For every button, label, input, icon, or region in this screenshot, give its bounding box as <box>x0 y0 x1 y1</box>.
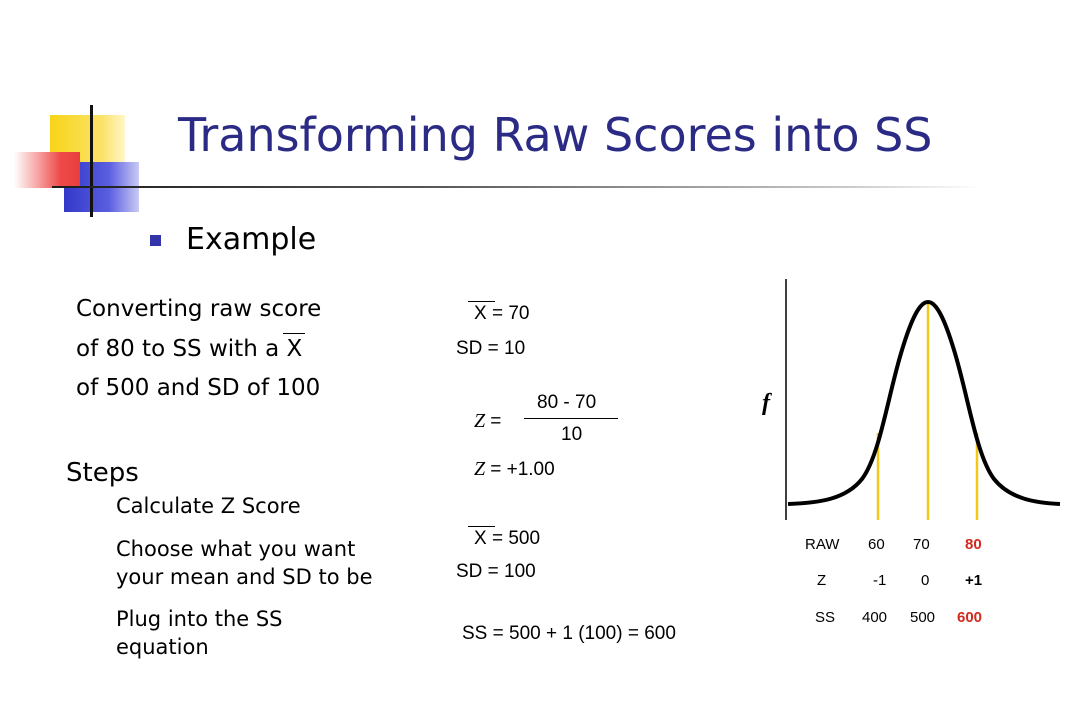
raw-70: 70 <box>913 536 930 553</box>
z-formula-label: Z = <box>474 410 501 433</box>
step-item-2-cont: your mean and SD to be <box>116 565 373 589</box>
normal-curve-diagram <box>760 275 1070 535</box>
z-result-letter: Z <box>474 458 486 480</box>
ss-600: 600 <box>957 609 983 626</box>
conversion-line-1: Converting raw score <box>76 296 322 322</box>
z-equals: = <box>490 411 502 432</box>
conversion-line-2: of 80 to SS with a X <box>76 333 306 362</box>
sd-10-line: SD = 10 <box>456 338 526 359</box>
row-label-raw: RAW <box>805 536 840 553</box>
z-numerator: 80 - 70 <box>537 392 597 413</box>
ss-equation: SS = 500 + 1 (100) = 600 <box>462 623 676 644</box>
mean-symbol: X <box>474 528 487 549</box>
row-label-z: Z <box>817 572 827 589</box>
bullet-square <box>150 235 161 246</box>
mean-70-line: X = 70 <box>468 301 530 325</box>
mean-500-line: X = 500 <box>468 526 541 550</box>
overline <box>468 301 495 302</box>
step-item-2: Choose what you want <box>116 537 356 561</box>
z-denominator: 10 <box>561 424 583 445</box>
step-item-3: Plug into the SS <box>116 607 283 631</box>
z-result-line: Z = +1.00 <box>474 458 555 481</box>
fraction-bar <box>524 418 618 419</box>
title-underline <box>52 186 982 188</box>
raw-60: 60 <box>868 536 885 553</box>
sd-100-line: SD = 100 <box>456 561 536 582</box>
step-item-3-cont: equation <box>116 635 209 659</box>
overline <box>283 333 306 334</box>
conversion-line-2-text: of 80 to SS with a <box>76 336 280 362</box>
z-neg1: -1 <box>873 572 887 589</box>
slide-logo <box>0 100 140 220</box>
step-item-1: Calculate Z Score <box>116 494 301 518</box>
y-axis-label: f <box>762 390 770 416</box>
raw-80: 80 <box>965 536 982 553</box>
normal-curve-svg <box>785 279 1061 520</box>
z-0: 0 <box>921 572 930 589</box>
mean-value: = 70 <box>491 303 530 324</box>
z-letter: Z <box>474 410 486 432</box>
steps-heading: Steps <box>66 458 139 488</box>
ss-400: 400 <box>862 609 888 626</box>
mean-symbol: X <box>283 333 306 362</box>
slide-title: Transforming Raw Scores into SS <box>178 108 933 162</box>
conversion-line-3: of 500 and SD of 100 <box>76 375 321 401</box>
ss-500: 500 <box>910 609 936 626</box>
row-label-ss: SS <box>815 609 836 626</box>
z-pos1: +1 <box>965 572 983 589</box>
overline <box>468 526 495 527</box>
normal-curve <box>787 299 1061 506</box>
z-result-value: = +1.00 <box>490 459 555 480</box>
mean-symbol: X <box>474 303 487 324</box>
logo-graphic <box>14 105 140 217</box>
mean-symbol-letter: X <box>286 336 303 362</box>
example-heading: Example <box>186 222 317 257</box>
mean-value: = 500 <box>491 528 541 549</box>
